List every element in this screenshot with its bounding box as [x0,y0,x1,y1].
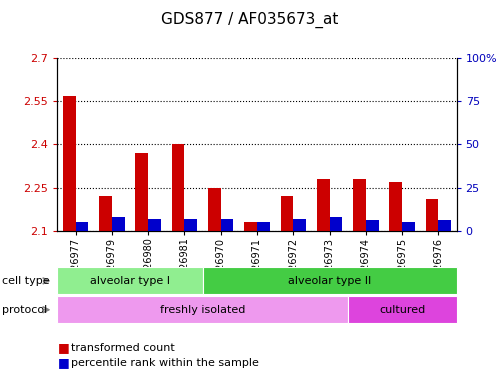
Text: alveolar type I: alveolar type I [90,276,170,286]
Text: protocol: protocol [2,305,48,315]
Bar [257,222,269,231]
Bar [366,220,379,231]
Text: percentile rank within the sample: percentile rank within the sample [71,358,259,368]
Bar [389,182,402,231]
Bar [402,222,415,231]
Text: freshly isolated: freshly isolated [160,305,245,315]
Bar [135,153,148,231]
Text: cell type: cell type [2,276,50,286]
Bar [99,196,112,231]
Bar [317,179,329,231]
Bar [426,199,439,231]
Bar [293,219,306,231]
Bar [63,96,75,231]
Text: transformed count: transformed count [71,343,175,353]
Bar [75,222,88,231]
Bar [280,196,293,231]
Bar [185,219,197,231]
Text: GDS877 / AF035673_at: GDS877 / AF035673_at [161,12,338,28]
Bar [172,144,185,231]
Bar [208,188,221,231]
Text: ■: ■ [57,342,69,354]
Bar [245,222,257,231]
Text: alveolar type II: alveolar type II [288,276,371,286]
Bar [353,179,366,231]
Bar [112,217,125,231]
Bar [329,217,342,231]
Text: ■: ■ [57,357,69,369]
Bar [148,219,161,231]
Bar [439,220,451,231]
Text: cultured: cultured [379,305,425,315]
Bar [221,219,234,231]
